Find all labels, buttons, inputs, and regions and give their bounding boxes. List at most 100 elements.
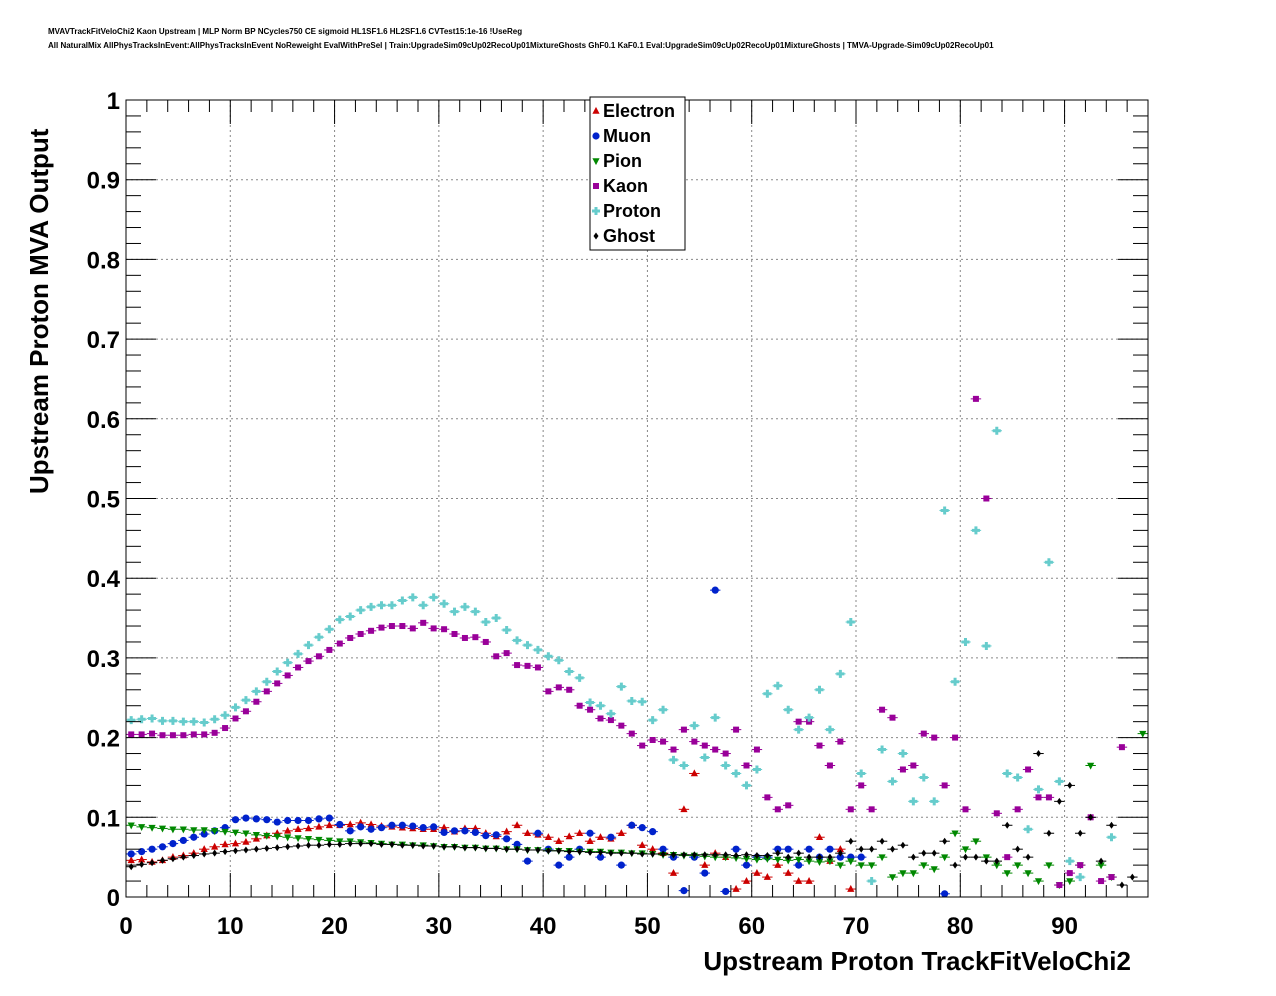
proton-point <box>1076 873 1085 882</box>
proton-point <box>450 607 459 616</box>
kaon-point <box>952 734 959 741</box>
muon-point <box>158 843 167 851</box>
proton-point <box>1003 769 1012 778</box>
kaon-point <box>451 630 458 637</box>
ghost-point <box>389 840 395 848</box>
ghost-point <box>691 851 697 859</box>
muon-point <box>836 853 844 861</box>
x-tick-label: 70 <box>843 913 870 940</box>
proton-point <box>763 689 772 698</box>
ghost-point <box>420 842 426 850</box>
muon-point <box>440 828 448 837</box>
proton-point <box>554 656 563 665</box>
kaon-point <box>889 714 896 721</box>
electron-point <box>815 833 824 841</box>
ghost-point <box>514 845 520 853</box>
pion-point <box>763 855 771 863</box>
electron-point <box>294 825 302 833</box>
proton-point <box>252 687 261 696</box>
kaon-point <box>680 726 687 733</box>
proton-point <box>513 636 522 645</box>
pion-point <box>190 827 198 835</box>
electron-point <box>701 861 709 868</box>
series-pion <box>126 730 1148 890</box>
muon-point <box>596 853 605 861</box>
ghost-point <box>264 844 270 852</box>
kaon-point <box>1118 744 1125 751</box>
ghost-point <box>848 837 854 845</box>
ghost-point <box>723 851 729 859</box>
kaon-point <box>639 742 646 749</box>
ghost-point <box>306 841 311 849</box>
ghost-point <box>587 848 593 856</box>
proton-point <box>127 716 136 725</box>
kaon-point <box>910 762 917 769</box>
ghost-point <box>1129 873 1135 881</box>
pion-point <box>774 856 782 864</box>
ghost-point <box>545 847 551 855</box>
proton-point <box>586 698 595 707</box>
proton-point <box>940 506 949 515</box>
electron-point <box>753 868 761 876</box>
kaon-point <box>931 734 938 741</box>
kaon-point <box>149 730 156 737</box>
pion-point <box>158 825 167 833</box>
kaon-point <box>284 672 291 679</box>
ghost-point <box>399 841 405 849</box>
proton-point <box>241 696 250 705</box>
electron-point <box>763 872 771 880</box>
kaon-point <box>868 806 875 813</box>
kaon-point <box>326 646 333 653</box>
ghost-point <box>775 849 781 857</box>
x-tick-label: 30 <box>426 913 453 940</box>
muon-point <box>179 836 187 845</box>
ghost-point <box>785 853 791 861</box>
legend-label-muon: Muon <box>603 126 651 146</box>
proton-point <box>1013 773 1022 782</box>
kaon-point <box>409 625 416 632</box>
proton-point <box>440 599 449 608</box>
ghost-point <box>754 852 760 860</box>
kaon-point <box>587 706 594 713</box>
legend-label-electron: Electron <box>603 101 675 121</box>
y-tick-label: 0 <box>107 885 120 912</box>
muon-point <box>649 828 657 836</box>
proton-point <box>398 596 407 605</box>
ghost-point <box>827 853 833 861</box>
proton-point <box>1024 825 1033 834</box>
ghost-point <box>337 840 343 848</box>
kaon-point <box>336 640 343 647</box>
kaon-point <box>618 722 625 729</box>
muon-point <box>774 845 782 853</box>
pion-point <box>138 824 146 831</box>
muon-point <box>357 823 365 831</box>
electron-point <box>544 833 552 841</box>
electron-point <box>774 861 782 868</box>
ghost-point <box>702 851 708 859</box>
ghost-point <box>931 849 937 857</box>
ghost-point <box>326 840 332 848</box>
proton-point <box>304 641 313 650</box>
ghost-point <box>744 851 749 859</box>
electron-point <box>513 821 521 829</box>
kaon-point <box>169 732 176 739</box>
ghost-point <box>1036 750 1041 758</box>
ghost-point <box>441 843 447 851</box>
ghost-point <box>191 852 197 860</box>
muon-point <box>190 833 198 841</box>
muon-point <box>148 845 156 853</box>
pion-point <box>784 857 792 865</box>
legend-marker-pion <box>592 158 600 166</box>
proton-point <box>367 602 376 611</box>
ghost-point <box>1077 829 1083 837</box>
ghost-point <box>629 849 635 857</box>
kaon-point <box>138 731 145 738</box>
muon-point <box>284 816 292 825</box>
muon-point <box>482 832 490 840</box>
pion-point <box>211 828 219 835</box>
muon-point <box>711 586 719 594</box>
muon-point <box>127 850 135 858</box>
pion-point <box>200 827 208 835</box>
x-axis-title: Upstream Proton TrackFitVeloChi2 <box>703 946 1131 976</box>
proton-point <box>617 682 626 691</box>
